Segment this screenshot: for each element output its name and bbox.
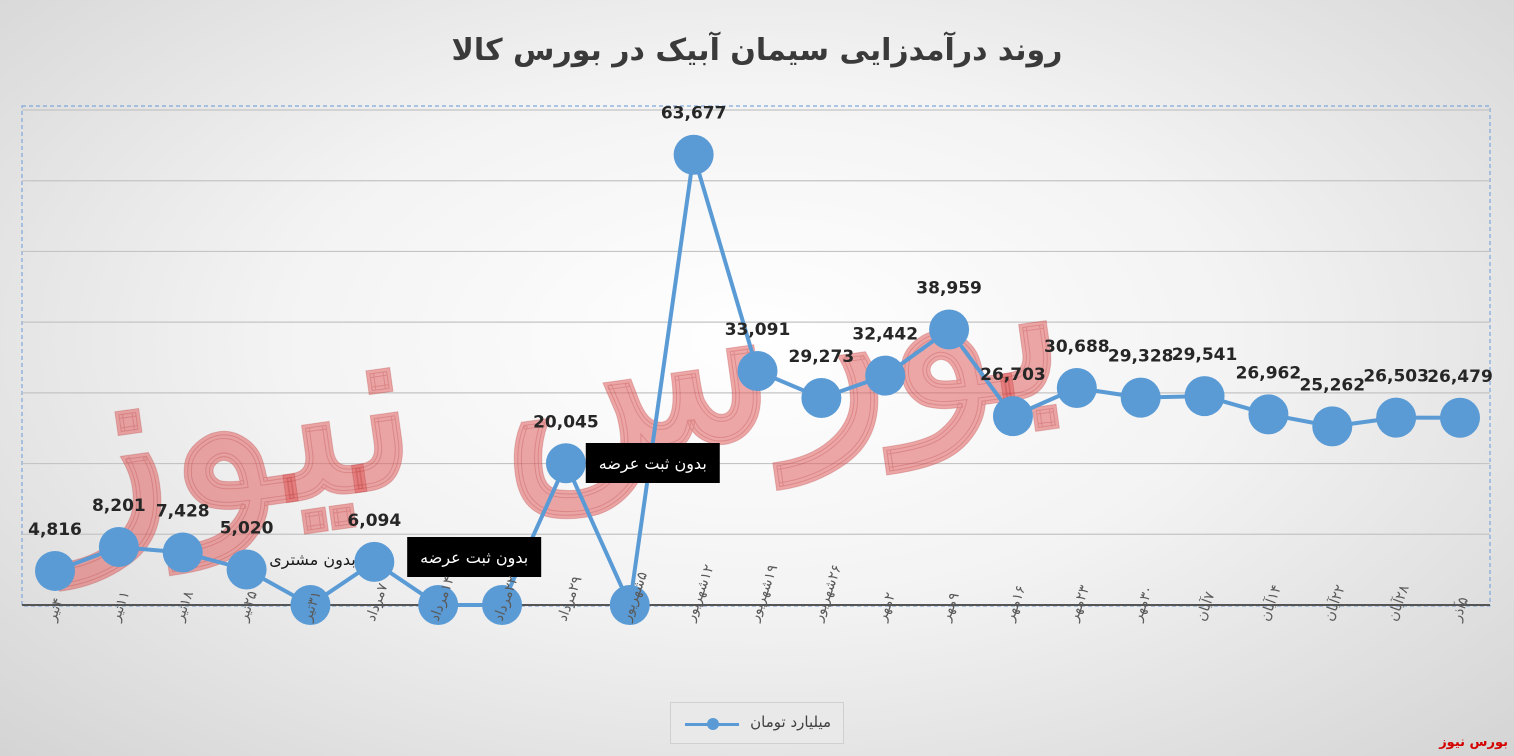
annotation-text: بدون ثبت عرضه <box>599 454 707 474</box>
data-point <box>1440 397 1480 438</box>
legend: میلیارد تومان <box>670 702 844 744</box>
data-point <box>992 396 1033 437</box>
data-label: 4,816 <box>28 520 82 540</box>
x-tick-label: ۲۹مرداد <box>555 574 586 623</box>
data-point <box>609 585 650 625</box>
x-tick-label: ۱۹شهریور <box>746 563 782 625</box>
data-label: 29,328 <box>1108 347 1174 367</box>
data-label: 6,094 <box>347 511 401 531</box>
data-label: 26,503 <box>1363 367 1429 387</box>
watermark: بورس نیوز <box>20 175 1081 592</box>
annotation-text: بدون مشتری <box>269 550 355 570</box>
x-tick-label: ۲۶شهریور <box>810 563 846 625</box>
data-labels-group: 4,816 8,201 7,428 5,020 6,094 20,045 63,677 33,… <box>28 104 1493 540</box>
data-point <box>1312 406 1353 447</box>
data-label: 26,703 <box>980 365 1046 385</box>
data-point <box>865 355 906 396</box>
data-label: 7,428 <box>156 501 210 521</box>
data-point <box>418 585 459 625</box>
legend-label: میلیارد تومان <box>750 713 831 731</box>
data-label: 5,020 <box>220 519 274 539</box>
annotations-group: بدون مشتری بدون ثبت عرضه بدون ثبت عرضه <box>269 443 720 577</box>
data-label: 26,479 <box>1427 367 1493 387</box>
annotation-box <box>585 443 720 483</box>
x-tick-label: ۳۰مهر <box>1129 583 1157 624</box>
data-point <box>482 585 523 625</box>
data-point <box>1056 367 1097 408</box>
data-point <box>545 443 586 484</box>
data-label: 38,959 <box>916 279 982 299</box>
x-tick-label: ۲مهر <box>874 590 899 624</box>
data-point <box>1120 377 1161 418</box>
markers-group <box>35 134 1480 625</box>
x-tick-label: ۹مهر <box>937 590 962 624</box>
data-label: 33,091 <box>725 320 791 340</box>
data-point <box>354 541 395 582</box>
data-point <box>1184 376 1225 417</box>
data-label: 29,541 <box>1172 345 1238 365</box>
data-label: 25,262 <box>1299 375 1365 395</box>
chart-title: روند درآمدزایی سیمان آبیک در بورس کالا <box>452 31 1063 68</box>
data-label: 63,677 <box>661 104 727 124</box>
data-point <box>35 550 75 591</box>
annotation-text: بدون ثبت عرضه <box>420 548 528 568</box>
x-tick-label: ۲۳مهر <box>1065 583 1093 624</box>
data-point <box>801 377 842 418</box>
legend-marker-swatch <box>707 718 719 730</box>
brand-logo-text: بورس نیوز <box>1439 735 1508 750</box>
data-label: 32,442 <box>852 325 918 345</box>
x-tick-label: ۱۴آبان <box>1256 582 1285 623</box>
annotation-box <box>407 537 542 577</box>
data-point <box>98 527 139 568</box>
data-label: 8,201 <box>92 496 146 516</box>
data-point <box>290 585 331 625</box>
data-point <box>1376 397 1417 438</box>
data-point <box>737 350 778 391</box>
watermark-text: بورس نیوز <box>20 176 1080 592</box>
x-tick-label: ۴تیر <box>43 596 66 624</box>
gridlines <box>22 109 1490 606</box>
data-label: 26,962 <box>1236 363 1302 383</box>
data-label: 20,045 <box>533 412 599 432</box>
data-label: 29,273 <box>789 347 855 367</box>
x-tick-label: ۵آذر <box>1447 595 1472 625</box>
x-tick-label: ۲۲آبان <box>1320 582 1349 623</box>
x-tick-label: ۱۶مهر <box>1001 583 1029 624</box>
data-point <box>226 549 267 590</box>
x-tick-label: ۲۸آبان <box>1384 582 1413 623</box>
data-label: 30,688 <box>1044 337 1110 357</box>
x-tick-label: ۷مرداد <box>363 581 392 624</box>
data-point <box>673 134 714 175</box>
x-tick-label: ۱۲شهریور <box>682 563 718 625</box>
data-point <box>929 309 970 350</box>
data-point <box>1248 394 1289 435</box>
data-point <box>162 532 203 573</box>
